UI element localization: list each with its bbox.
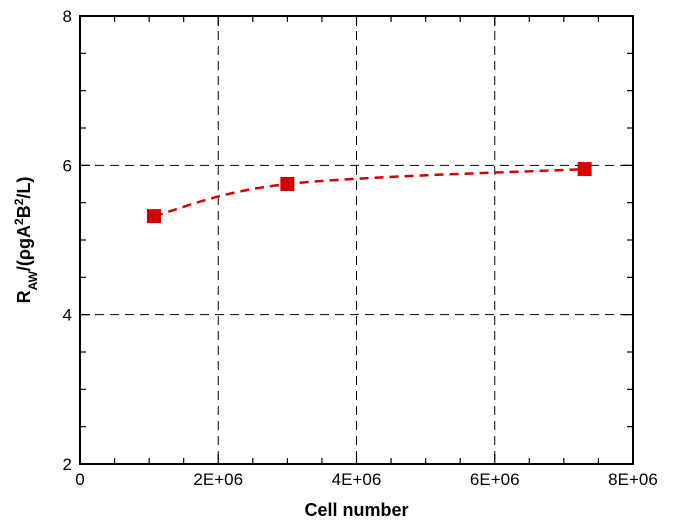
y-axis-title-part: 2: [12, 218, 26, 225]
y-axis-title-part: AW: [26, 270, 40, 290]
y-axis-title-part: 2: [12, 198, 26, 205]
y-tick-label: 4: [63, 306, 72, 325]
data-point-square: [577, 162, 592, 177]
tick-labels: 0 2E+06 4E+06 6E+06 8E+06 2 4 6 8: [63, 7, 658, 489]
grid-lines: [80, 16, 633, 464]
x-tick-label: 6E+06: [470, 470, 520, 489]
data-series: [146, 162, 592, 224]
x-tick-label: 8E+06: [608, 470, 658, 489]
axis-ticks: [79, 15, 634, 465]
y-axis-title-part: /L): [14, 177, 34, 199]
y-axis-title-part: R: [14, 290, 34, 303]
y-axis-title: RAW/(ρgA2B2/L): [12, 177, 40, 304]
series-line: [153, 167, 585, 218]
y-axis-title-part: /(ρgA: [14, 225, 34, 271]
x-tick-label: 2E+06: [193, 470, 243, 489]
data-point-square: [146, 209, 161, 224]
y-axis-title-part: B: [14, 205, 34, 218]
y-tick-label: 8: [63, 7, 72, 26]
x-tick-label: 4E+06: [332, 470, 382, 489]
data-point-square: [280, 177, 295, 191]
y-tick-label: 2: [63, 455, 72, 474]
x-tick-label: 0: [75, 470, 84, 489]
y-tick-label: 6: [63, 156, 72, 175]
x-axis-title: Cell number: [304, 500, 408, 520]
